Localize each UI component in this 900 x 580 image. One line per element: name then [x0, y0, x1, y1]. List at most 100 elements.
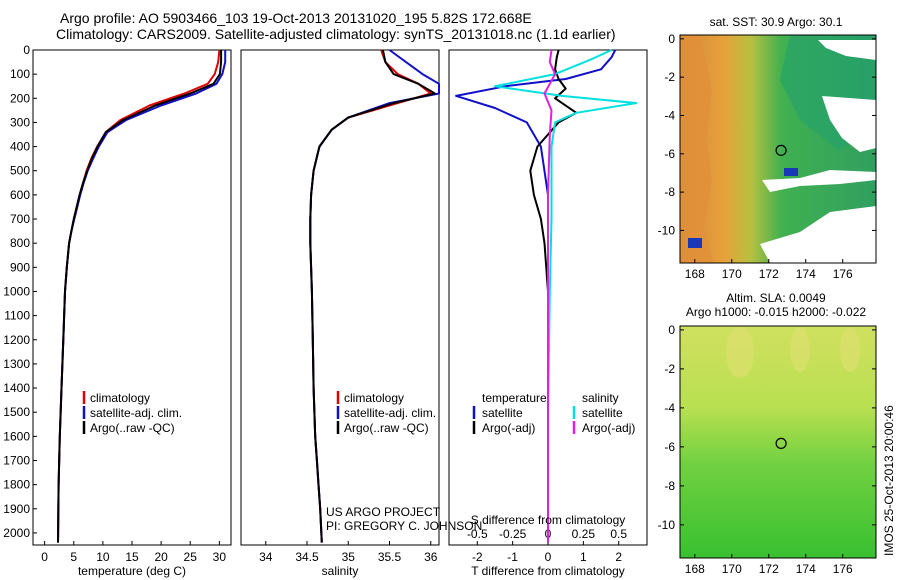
depth-tick-label: 100 [10, 67, 30, 81]
depth-tick-label: 1200 [3, 333, 30, 347]
depth-tick-label: 2000 [3, 526, 30, 540]
depth-tick-label: 0 [23, 43, 30, 57]
sla-map-subtitle: Argo h1000: -0.015 h2000: -0.022 [686, 305, 866, 319]
depth-tick-label: 1800 [3, 478, 30, 492]
sst-map-frame [679, 34, 877, 264]
sla-lat-axis: 0 -2 -4 -6 -8 -10 [658, 323, 876, 532]
x-tick-label: 15 [125, 550, 139, 564]
project-annotation: US ARGO PROJECT [326, 505, 441, 519]
salinity-lines [309, 49, 440, 543]
t-difference-x-axis: -2 -1 0 1 2 [472, 541, 622, 564]
warm-pool-region [680, 35, 714, 263]
lon-tick-label: 170 [722, 267, 742, 281]
lat-tick-label: -2 [664, 362, 675, 376]
series-line-argo-raw-qc- [57, 50, 223, 543]
salinity-x-axis: 34 34.5 35 35.5 36 [259, 541, 438, 564]
sst-argo-marker [775, 144, 787, 156]
temperature-legend: climatology satellite-adj. clim. Argo(..… [82, 391, 182, 435]
depth-tick-label: 300 [10, 115, 30, 129]
no-data-region [760, 206, 876, 263]
temperature-lines [57, 49, 227, 543]
lon-tick-label: 172 [759, 267, 779, 281]
cloud-pixel [688, 238, 702, 248]
sst-map: sat. SST: 30.9 Argo: 30.1 168 170 172 174 17… [658, 15, 877, 281]
no-data-region [822, 96, 876, 152]
x-tick-label: 2 [615, 550, 622, 564]
t-difference-xlabel: T difference from climatology [471, 564, 625, 578]
lat-tick-label: -8 [664, 185, 675, 199]
x-tick-label: 10 [96, 550, 110, 564]
series-line-satellite-adj-clim- [57, 50, 227, 543]
depth-axis: 0 100 200 300 400 500 600 700 800 900 1000 1100 1200… [3, 43, 37, 540]
no-data-region [762, 170, 876, 192]
legend-satellite: satellite-adj. clim. [90, 406, 182, 420]
depth-tick-label: 200 [10, 91, 30, 105]
depth-tick-label: 1100 [4, 309, 30, 323]
depth-tick-label: 700 [10, 212, 30, 226]
lat-tick-label: -6 [664, 147, 675, 161]
depth-tick-label: 1000 [3, 284, 30, 298]
s-difference-top-axis: -0.5 -0.25 0 0.25 0.5 [467, 527, 627, 541]
legend-climatology: climatology [344, 391, 404, 405]
salinity-legend: climatology satellite-adj. clim. Argo(..… [336, 391, 436, 435]
lon-tick-label: 170 [722, 562, 742, 576]
lat-tick-label: -10 [658, 518, 676, 532]
legend-t-satellite: satellite [482, 406, 523, 420]
argo-float-marker [775, 437, 787, 449]
legend-satellite: satellite-adj. clim. [344, 406, 436, 420]
s-difference-tick-label: -0.5 [467, 527, 488, 541]
depth-tick-label: 1300 [3, 357, 30, 371]
sla-anomaly [790, 328, 810, 372]
legend-temperature-title: temperature [482, 391, 547, 405]
lon-tick-label: 174 [796, 562, 816, 576]
lat-tick-label: -10 [658, 223, 676, 237]
sla-lon-axis: 168 170 172 174 176 [685, 554, 853, 576]
salinity-xlabel: salinity [322, 564, 359, 578]
sst-lat-axis: 0 -2 -4 -6 -8 -10 [658, 32, 876, 237]
lon-tick-label: 176 [833, 267, 853, 281]
legend-salinity-title: salinity [582, 391, 619, 405]
x-tick-label: 5 [70, 550, 77, 564]
legend-climatology: climatology [90, 391, 150, 405]
series-line-climatology [309, 49, 432, 543]
series-line-argo-raw-qc- [309, 49, 436, 543]
temperature-panel: 0100200300400500600700800900100011001200… [3, 43, 232, 578]
lat-tick-label: 0 [668, 323, 675, 337]
difference-legend: temperature satellite Argo(-adj) salinit… [472, 391, 635, 435]
s-difference-xlabel: S difference from climatology [471, 513, 626, 527]
depth-tick-label: 1600 [3, 429, 30, 443]
x-tick-label: 34.5 [295, 550, 319, 564]
x-tick-label: 0 [545, 550, 552, 564]
series-line-satellite-adj-clim- [309, 49, 440, 543]
depth-tick-label: 800 [10, 236, 30, 250]
x-tick-label: 35.5 [378, 550, 402, 564]
series-line-s-satellite [494, 49, 638, 543]
temperature-x-axis: 0 5 10 15 20 25 30 [41, 541, 226, 564]
sla-argo-marker [775, 437, 787, 449]
lon-tick-label: 168 [685, 562, 705, 576]
sla-anomaly [726, 326, 754, 378]
lon-tick-label: 176 [833, 562, 853, 576]
s-difference-tick-label: -0.25 [499, 527, 527, 541]
x-tick-label: 1 [580, 550, 587, 564]
depth-tick-label: 900 [10, 260, 30, 274]
s-difference-tick-label: 0.25 [572, 527, 596, 541]
difference-panel: -2 -1 0 1 2 -0.5 -0.25 0 0.25 0.5 T difference f… [448, 49, 648, 578]
series-line-s-argo-adj- [543, 49, 557, 543]
sla-map-frame [679, 325, 877, 559]
series-line-t-argo-adj- [529, 49, 578, 543]
lon-tick-label: 168 [685, 267, 705, 281]
legend-argo: Argo(..raw -QC) [90, 421, 175, 435]
salinity-axes-frame [240, 49, 440, 546]
argo-float-marker [775, 144, 787, 156]
lon-tick-label: 172 [759, 562, 779, 576]
legend-argo: Argo(..raw -QC) [344, 421, 429, 435]
x-tick-label: 30 [213, 550, 227, 564]
difference-lines [455, 49, 638, 543]
legend-s-argo: Argo(-adj) [582, 421, 635, 435]
no-data-region [818, 40, 876, 60]
depth-tick-label: 500 [10, 164, 30, 178]
depth-tick-label: 1400 [3, 381, 30, 395]
salinity-panel: 34 34.5 35 35.5 36 salinity climatology sate… [240, 49, 482, 578]
